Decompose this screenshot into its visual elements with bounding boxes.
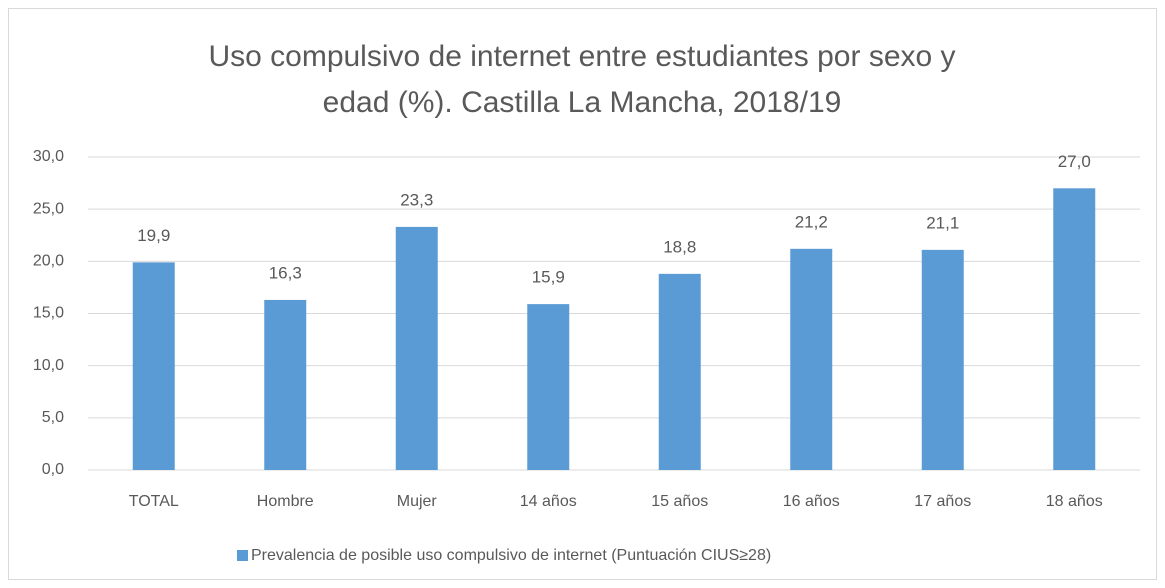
bar	[790, 248, 833, 470]
bar	[658, 273, 701, 470]
x-tick-label: Mujer	[397, 493, 438, 510]
value-label: 19,9	[137, 226, 170, 245]
y-tick-label: 15,0	[33, 305, 64, 322]
value-label: 15,9	[532, 268, 565, 287]
legend-label: Prevalencia de posible uso compulsivo de…	[251, 547, 771, 564]
y-tick-label: 30,0	[33, 148, 64, 165]
value-label: 16,3	[269, 263, 302, 282]
bar	[132, 262, 175, 470]
value-label: 23,3	[400, 190, 433, 209]
x-tick-label: 15 años	[651, 493, 708, 510]
x-tick-label: 14 años	[520, 493, 577, 510]
bar	[395, 226, 438, 470]
x-tick-label: 17 años	[914, 493, 971, 510]
value-label: 21,1	[926, 213, 959, 232]
x-tick-label: 16 años	[783, 493, 840, 510]
bar	[921, 249, 964, 470]
y-tick-label: 20,0	[33, 253, 64, 270]
chart-title: Uso compulsivo de internet entre estudia…	[208, 40, 955, 73]
chart-border	[8, 8, 1157, 580]
x-tick-label: Hombre	[257, 493, 314, 510]
x-tick-label: 18 años	[1046, 493, 1103, 510]
y-tick-label: 5,0	[42, 409, 64, 426]
x-tick-label: TOTAL	[129, 493, 179, 510]
value-label: 27,0	[1058, 152, 1091, 171]
legend-swatch	[237, 550, 248, 561]
value-label: 18,8	[663, 237, 696, 256]
value-label: 21,2	[795, 212, 828, 231]
bar	[1053, 188, 1096, 471]
bar	[264, 299, 307, 470]
y-tick-label: 10,0	[33, 357, 64, 374]
bar	[527, 304, 570, 470]
chart-title: edad (%). Castilla La Mancha, 2018/19	[323, 86, 842, 119]
y-tick-label: 25,0	[33, 200, 64, 217]
y-tick-label: 0,0	[42, 461, 64, 478]
